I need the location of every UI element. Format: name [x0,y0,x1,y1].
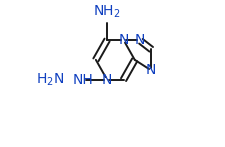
Text: H$_2$N: H$_2$N [36,71,64,88]
Text: N: N [118,33,128,47]
Text: N: N [145,63,156,77]
Text: N: N [134,33,144,47]
Text: NH$_2$: NH$_2$ [93,4,120,20]
Text: N: N [101,73,112,87]
Text: NH: NH [72,73,93,87]
